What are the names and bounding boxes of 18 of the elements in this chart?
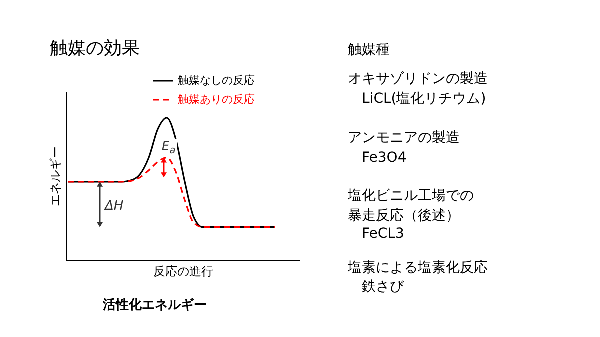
text: LiCL(塩化リチウム)	[362, 90, 486, 109]
chart-title: 触媒の効果	[50, 37, 140, 60]
x-axis-title: 反応の進行	[154, 264, 214, 278]
text: オキサゾリドンの製造	[348, 70, 488, 89]
text: アンモニアの製造	[348, 129, 460, 148]
text: FeCL3	[362, 225, 404, 244]
y-axis-title: エネルギー	[48, 146, 62, 206]
text: 活性化エネルギー	[103, 297, 207, 314]
text: 鉄さび	[362, 278, 404, 297]
text: Fe3O4	[362, 149, 407, 168]
text: 暴走反応（後述）	[348, 207, 460, 226]
legend-label: 触媒なしの反応	[178, 74, 255, 87]
text: 塩化ビニル工場での	[348, 187, 474, 206]
legend-label: 触媒ありの反応	[178, 93, 255, 106]
annotation: ΔH	[105, 199, 124, 214]
text: 触媒種	[348, 41, 390, 60]
text: 塩素による塩素化反応	[348, 259, 488, 278]
annotation: E$_{a}$	[161, 139, 177, 156]
